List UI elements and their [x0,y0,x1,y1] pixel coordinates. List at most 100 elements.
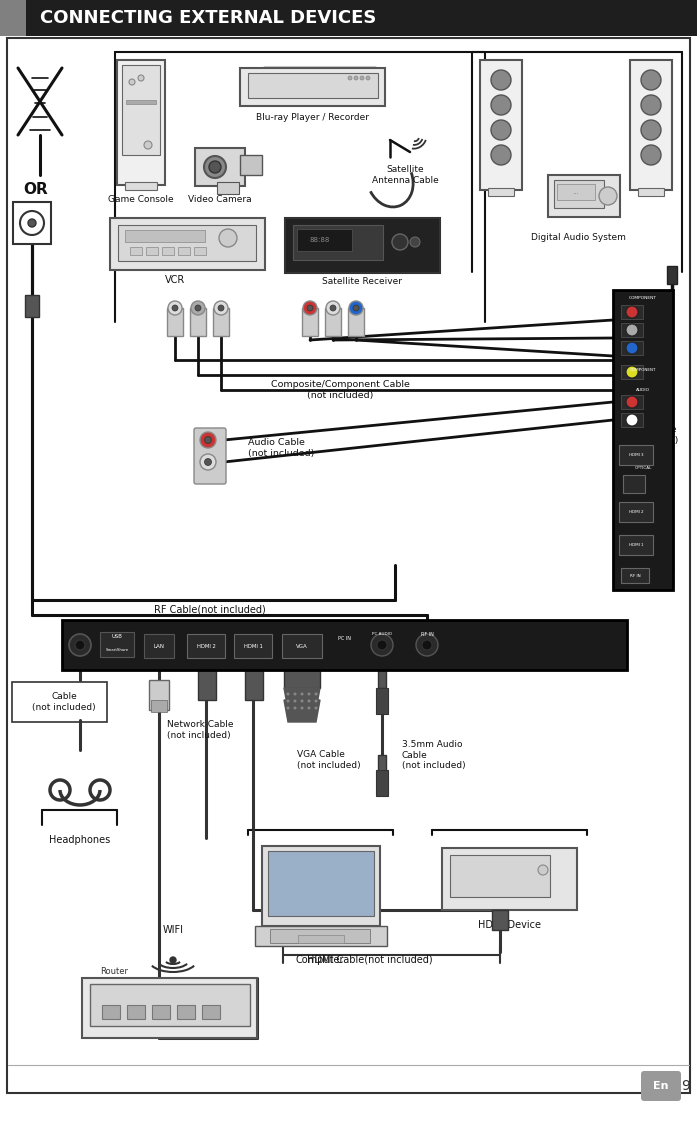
Bar [488,188,514,196]
Text: HDMI Cable(not included): HDMI Cable(not included) [307,955,433,965]
Bar [348,309,364,336]
Bar [621,305,643,319]
Circle shape [314,699,318,703]
Text: Video Camera: Video Camera [188,196,252,205]
Circle shape [392,234,408,250]
Text: USB: USB [112,634,123,640]
Bar [118,225,256,261]
Text: Headphones: Headphones [49,835,111,844]
Text: COMPONENT: COMPONENT [630,368,657,372]
Circle shape [300,699,303,703]
Bar [297,229,352,251]
Text: PC AUDIO: PC AUDIO [372,632,392,636]
Text: HDMI 1: HDMI 1 [243,643,263,649]
Polygon shape [284,688,320,711]
Text: ...: ... [573,189,579,195]
Bar [285,218,440,272]
Circle shape [353,305,359,311]
Circle shape [626,324,638,336]
Circle shape [641,145,661,166]
Circle shape [300,692,303,696]
Bar [378,670,386,688]
Circle shape [200,454,216,470]
Circle shape [204,437,211,444]
Circle shape [195,305,201,311]
Text: RF Cable(not included): RF Cable(not included) [154,605,266,615]
Bar [621,341,643,355]
Text: CONNECTING EXTERNAL DEVICES: CONNECTING EXTERNAL DEVICES [40,9,376,27]
Bar [298,935,344,942]
Circle shape [170,957,176,963]
Circle shape [626,306,638,318]
Bar [130,247,142,254]
Bar [376,688,388,714]
Text: OR: OR [23,182,48,197]
Circle shape [214,301,228,315]
Circle shape [209,161,221,173]
Text: SmartShare: SmartShare [105,647,128,652]
Circle shape [348,75,352,80]
Bar [621,395,643,409]
Circle shape [307,692,310,696]
Bar [125,230,205,242]
Bar [284,670,320,688]
Circle shape [354,75,358,80]
Circle shape [75,640,85,650]
Circle shape [307,305,313,311]
Bar [198,670,216,700]
Text: LAN: LAN [153,643,164,649]
Bar [194,247,206,254]
Text: Blu-ray Player / Recorder: Blu-ray Player / Recorder [256,113,369,122]
Text: 3.5mm Audio
Cable
(not included): 3.5mm Audio Cable (not included) [402,740,466,770]
Bar [234,634,272,658]
Circle shape [422,640,432,650]
Text: Audio Cable
(not included): Audio Cable (not included) [248,438,314,457]
Circle shape [191,301,205,315]
Bar [623,563,639,577]
Bar [262,846,380,926]
Bar [0,0,697,36]
Bar [90,984,250,1026]
Bar [480,60,522,190]
Text: WIFI: WIFI [162,924,183,935]
Circle shape [491,145,511,166]
Bar [195,148,245,186]
Bar [248,73,378,98]
Bar [0,0,26,36]
Circle shape [138,75,144,81]
Bar [282,634,322,658]
Text: Router: Router [100,967,128,976]
Circle shape [200,432,216,448]
Bar [638,188,664,196]
Bar [667,266,677,284]
Circle shape [172,305,178,311]
Circle shape [410,236,420,247]
Circle shape [314,692,318,696]
Bar [177,1006,195,1019]
Circle shape [626,414,638,426]
Text: VGA Cable
(not included): VGA Cable (not included) [297,750,360,770]
Bar [623,475,645,493]
Circle shape [307,706,310,709]
Circle shape [626,396,638,408]
Bar [548,175,620,217]
Circle shape [416,634,438,656]
Bar [240,68,385,106]
Bar [613,291,673,590]
Bar [149,680,169,711]
Circle shape [371,634,393,656]
Circle shape [293,699,296,703]
Text: Game Console: Game Console [108,196,174,205]
Text: Optical Cable
(not included): Optical Cable (not included) [612,426,678,445]
Bar [144,634,174,658]
Text: Satellite Receiver: Satellite Receiver [322,277,402,286]
Circle shape [349,301,363,315]
Bar [122,65,160,155]
Bar [187,634,225,658]
Circle shape [286,692,289,696]
Circle shape [293,692,296,696]
Bar [127,1006,145,1019]
Text: PC IN: PC IN [339,635,351,641]
Bar [492,910,508,930]
Bar [100,632,134,656]
